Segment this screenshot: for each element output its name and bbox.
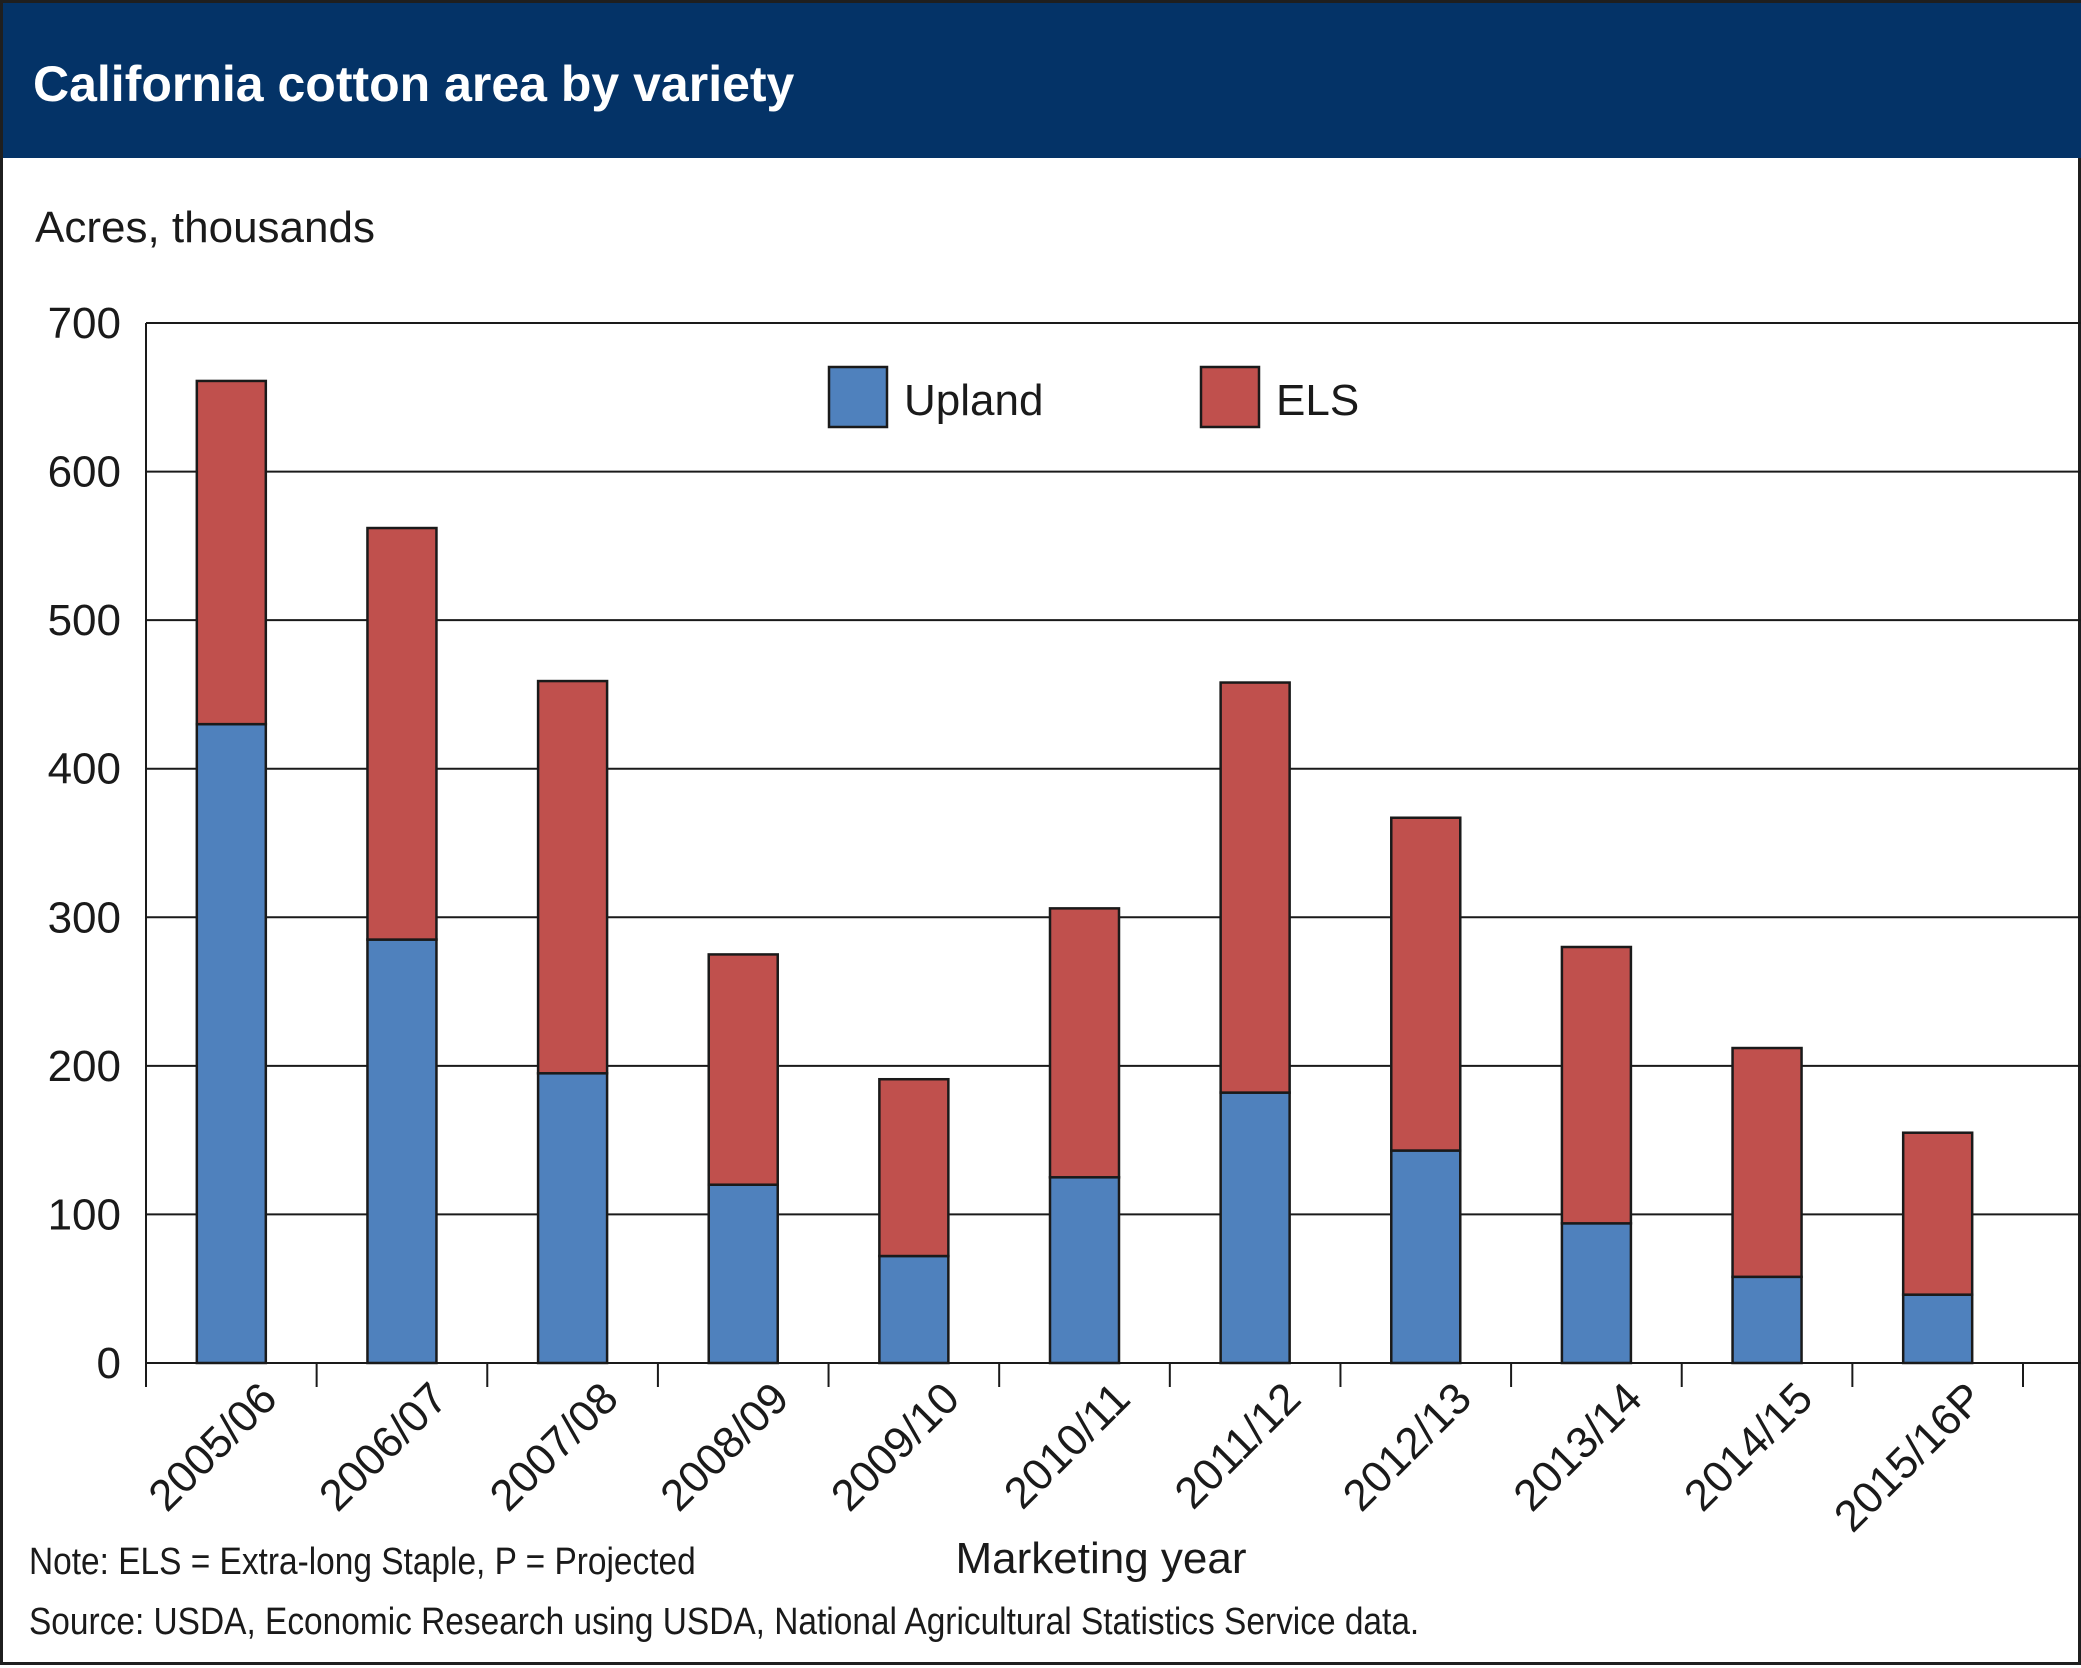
bar-els (707, 953, 779, 1186)
legend-swatch-els (1199, 365, 1261, 429)
x-tick-label: 2005/06 (139, 1373, 286, 1520)
y-tick-label: 0 (97, 1339, 121, 1388)
bar-els (1901, 1131, 1974, 1296)
x-tick-label: 2013/14 (1504, 1373, 1651, 1520)
bar-els (1390, 816, 1462, 1152)
x-tick-label: 2009/10 (822, 1373, 969, 1520)
chart-plot: 0 100 200 300 400 500 600 700 2005/06 2006/07 2007… (48, 299, 2081, 1583)
bar-els (1731, 1046, 1803, 1279)
y-tick-label: 600 (48, 448, 121, 497)
footnote: Note: ELS = Extra-long Staple, P = Proje… (29, 1541, 696, 1583)
bar-els (1219, 681, 1291, 1094)
legend-label-upland: Upland (904, 376, 1043, 425)
bar-upland (1731, 1275, 1803, 1365)
bar-upland (1219, 1091, 1291, 1365)
bar-upland (195, 722, 268, 1365)
x-tick-label: 2012/13 (1334, 1373, 1481, 1520)
y-axis-label: Acres, thousands (35, 203, 375, 252)
bar-els (366, 526, 438, 941)
bar-upland (1390, 1149, 1462, 1365)
bar-upland (1048, 1176, 1121, 1365)
y-tick-label: 100 (48, 1190, 121, 1239)
x-tick-label: 2011/12 (1165, 1373, 1310, 1518)
y-tick-label: 500 (48, 596, 121, 645)
bar-upland (536, 1072, 609, 1365)
bar-upland (707, 1183, 779, 1365)
x-tick-label: 2014/15 (1675, 1373, 1822, 1520)
y-tick-label: 400 (48, 745, 121, 794)
x-tick-label: 2008/09 (651, 1373, 798, 1520)
legend-label-els: ELS (1276, 376, 1359, 425)
bar-upland (1560, 1222, 1633, 1365)
bar-els (195, 379, 268, 726)
bar-upland (878, 1254, 950, 1365)
y-tick-label: 300 (48, 893, 121, 942)
source-note: Source: USDA, Economic Research using US… (29, 1601, 1420, 1643)
y-tick-label: 200 (48, 1042, 121, 1091)
chart-title: California cotton area by variety (33, 56, 795, 112)
bar-els (536, 679, 609, 1075)
x-tick-label: 2007/08 (481, 1373, 628, 1520)
bar-els (878, 1077, 950, 1258)
bar-els (1560, 945, 1633, 1225)
bar-upland (1901, 1293, 1974, 1365)
legend-swatch-upland (827, 365, 889, 429)
y-tick-label: 700 (48, 299, 121, 348)
bar-upland (366, 938, 438, 1365)
x-axis-title: Marketing year (955, 1534, 1246, 1583)
x-tick-label: 2015/16P (1825, 1373, 1993, 1541)
title-bar: California cotton area by variety (3, 3, 2081, 158)
x-tick-label: 2010/11 (995, 1373, 1140, 1518)
x-tick-label: 2006/07 (310, 1373, 457, 1520)
bar-els (1048, 907, 1121, 1179)
